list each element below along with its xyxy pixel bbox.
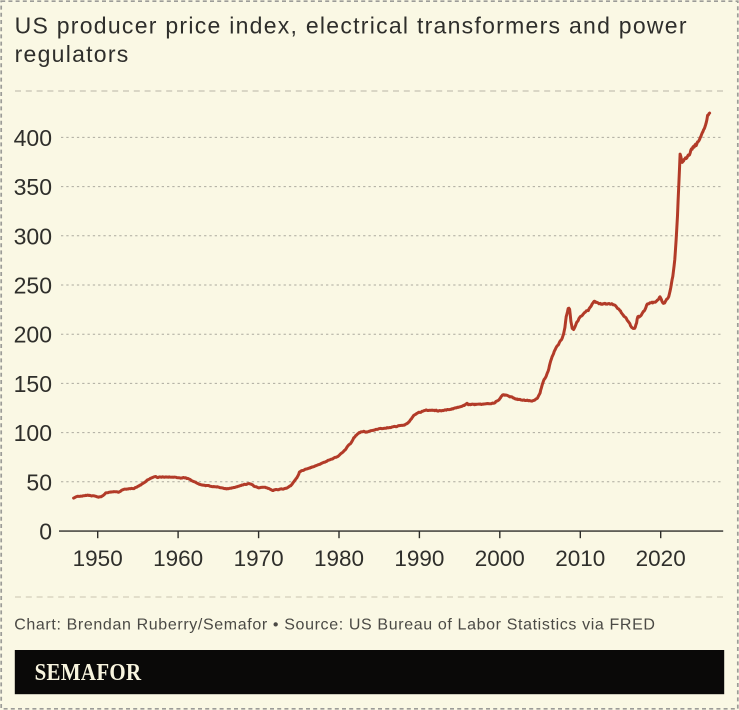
svg-text:300: 300 [14,223,52,249]
svg-text:1950: 1950 [73,546,123,571]
svg-text:SEMAFOR: SEMAFOR [35,658,142,685]
svg-text:1970: 1970 [234,546,284,571]
svg-text:50: 50 [26,469,52,495]
svg-text:350: 350 [14,174,52,200]
svg-text:250: 250 [14,273,52,299]
svg-text:regulators: regulators [15,41,130,67]
svg-text:2000: 2000 [475,546,525,571]
svg-text:1990: 1990 [394,546,444,571]
svg-text:1960: 1960 [153,546,203,571]
svg-text:200: 200 [14,322,52,348]
svg-text:Chart: Brendan Ruberry/Semafor: Chart: Brendan Ruberry/Semafor • Source:… [14,617,655,634]
svg-text:1980: 1980 [314,546,364,571]
svg-text:150: 150 [14,371,52,397]
svg-text:100: 100 [14,420,52,446]
svg-text:0: 0 [39,519,52,545]
svg-text:2010: 2010 [555,546,605,571]
svg-text:400: 400 [14,125,52,151]
svg-text:2020: 2020 [636,546,686,571]
svg-text:US producer price index, elect: US producer price index, electrical tran… [15,13,688,39]
